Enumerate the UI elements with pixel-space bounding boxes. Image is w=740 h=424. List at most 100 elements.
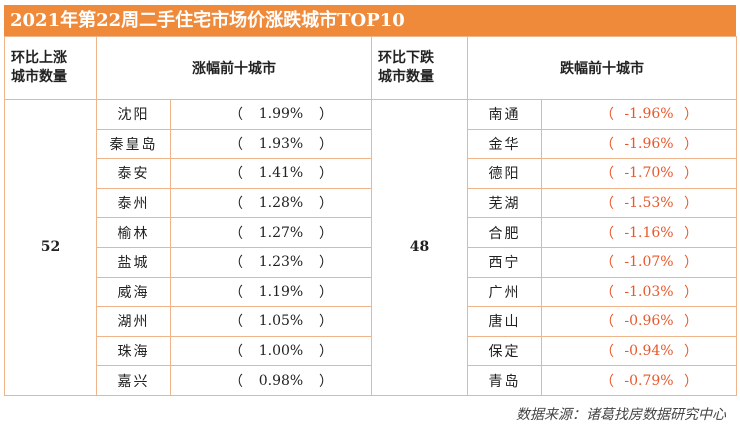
down-top-header: 跌幅前十城市: [467, 36, 737, 100]
paren-open: （: [600, 284, 614, 301]
up-change-cell: （ 1.05% ）: [170, 306, 372, 337]
paren-close: ）: [318, 225, 333, 242]
paren-close: ）: [318, 255, 333, 272]
down-city: 芜湖: [467, 187, 542, 219]
table-title: 2021年第22周二手住宅市场价涨跌城市TOP10: [4, 5, 736, 36]
paren-close: ）: [684, 196, 698, 213]
up-change-value: 1.41%: [258, 165, 304, 182]
table-row: 威海 （ 1.19% ） 广州 （ -1.03% ）: [5, 276, 737, 308]
up-city: 沈阳: [96, 99, 171, 130]
paren-close: ）: [318, 373, 333, 390]
up-change-value: 1.05%: [258, 313, 304, 330]
down-city: 金华: [467, 128, 542, 160]
paren-open: （: [600, 314, 614, 331]
up-city: 珠海: [96, 335, 171, 367]
up-change-value: 1.93%: [258, 135, 304, 152]
up-count-value: 52: [4, 99, 97, 396]
down-city: 合肥: [467, 217, 542, 248]
down-change-cell: （ -1.07% ）: [541, 246, 737, 278]
paren-close: ）: [684, 284, 698, 301]
paren-close: ）: [318, 166, 333, 183]
down-city: 西宁: [467, 246, 542, 278]
up-city: 嘉兴: [96, 365, 171, 396]
paren-open: （: [600, 255, 614, 272]
paren-close: ）: [684, 225, 698, 242]
paren-close: ）: [318, 314, 333, 331]
up-change-value: 1.00%: [258, 343, 304, 360]
down-change-cell: （ -1.70% ）: [541, 158, 737, 189]
up-city: 威海: [96, 276, 171, 308]
up-change-cell: （ 0.98% ）: [170, 365, 372, 396]
paren-open: （: [229, 373, 243, 390]
paren-open: （: [229, 255, 243, 272]
down-count-header: 环比下跌 城市数量: [371, 36, 468, 100]
down-change-value: -0.94%: [624, 343, 674, 360]
paren-close: ）: [318, 136, 333, 153]
paren-close: ）: [684, 255, 698, 272]
paren-open: （: [229, 225, 243, 242]
down-change-value: -1.96%: [624, 106, 674, 123]
down-city: 德阳: [467, 158, 542, 189]
table-row: 珠海 （ 1.00% ） 保定 （ -0.94% ）: [5, 335, 737, 367]
paren-close: ）: [684, 344, 698, 361]
up-change-value: 1.19%: [258, 283, 304, 300]
down-count-value: 48: [371, 99, 468, 396]
table-row: 湖州 （ 1.05% ） 唐山 （ -0.96% ）: [5, 306, 737, 337]
up-change-cell: （ 1.19% ）: [170, 276, 372, 308]
down-change-value: -0.96%: [624, 313, 674, 330]
paren-open: （: [229, 107, 243, 124]
paren-open: （: [229, 136, 243, 153]
paren-close: ）: [684, 373, 698, 390]
paren-open: （: [600, 166, 614, 183]
up-change-cell: （ 1.99% ）: [170, 99, 372, 130]
down-change-cell: （ -0.96% ）: [541, 306, 737, 337]
down-change-cell: （ -0.79% ）: [541, 365, 737, 396]
table-frame: 2021年第22周二手住宅市场价涨跌城市TOP10 环比上涨 城市数量 涨幅前十…: [4, 5, 737, 423]
down-change-cell: （ -1.96% ）: [541, 128, 737, 160]
paren-open: （: [229, 344, 243, 361]
down-change-value: -0.79%: [624, 372, 674, 389]
up-city: 湖州: [96, 306, 171, 337]
data-source-note: 数据来源：诸葛找房数据研究中心: [516, 407, 726, 423]
down-change-cell: （ -1.53% ）: [541, 187, 737, 219]
up-change-cell: （ 1.27% ）: [170, 217, 372, 248]
paren-close: ）: [318, 107, 333, 124]
down-change-value: -1.70%: [624, 165, 674, 182]
up-city: 秦皇岛: [96, 128, 171, 160]
ranking-table: 环比上涨 城市数量 涨幅前十城市 环比下跌 城市数量 跌幅前十城市 52 沈阳 （ 1…: [4, 36, 737, 396]
paren-open: （: [600, 373, 614, 390]
paren-open: （: [600, 225, 614, 242]
header-row: 环比上涨 城市数量 涨幅前十城市 环比下跌 城市数量 跌幅前十城市: [4, 36, 737, 100]
up-change-cell: （ 1.93% ）: [170, 128, 372, 160]
paren-open: （: [229, 196, 243, 213]
table-row: 52 沈阳 （ 1.99% ） 48 南通 （ -1.96% ）: [4, 99, 737, 396]
paren-open: （: [600, 136, 614, 153]
up-change-value: 1.28%: [258, 195, 304, 212]
table-row: 泰安 （ 1.41% ） 德阳 （ -1.70% ）: [5, 158, 737, 189]
down-city: 唐山: [467, 306, 542, 337]
down-change-cell: （ -0.94% ）: [541, 335, 737, 367]
paren-open: （: [600, 196, 614, 213]
up-change-value: 1.99%: [258, 106, 304, 123]
down-city: 青岛: [467, 365, 542, 396]
paren-close: ）: [318, 284, 333, 301]
down-change-cell: （ -1.16% ）: [541, 217, 737, 248]
down-change-value: -1.07%: [624, 254, 674, 271]
paren-close: ）: [684, 136, 698, 153]
paren-open: （: [229, 314, 243, 331]
up-change-cell: （ 1.00% ）: [170, 335, 372, 367]
down-city: 保定: [467, 335, 542, 367]
up-city: 泰安: [96, 158, 171, 189]
paren-close: ）: [684, 166, 698, 183]
up-city: 榆林: [96, 217, 171, 248]
paren-open: （: [229, 166, 243, 183]
down-change-cell: （ -1.96% ）: [541, 99, 737, 130]
down-change-value: -1.53%: [624, 195, 674, 212]
paren-open: （: [229, 284, 243, 301]
up-count-header: 环比上涨 城市数量: [4, 36, 97, 100]
down-change-value: -1.03%: [624, 283, 674, 300]
paren-close: ）: [318, 196, 333, 213]
paren-open: （: [600, 344, 614, 361]
table-row: 嘉兴 （ 0.98% ） 青岛 （ -0.79% ）: [5, 365, 737, 396]
paren-close: ）: [684, 107, 698, 124]
